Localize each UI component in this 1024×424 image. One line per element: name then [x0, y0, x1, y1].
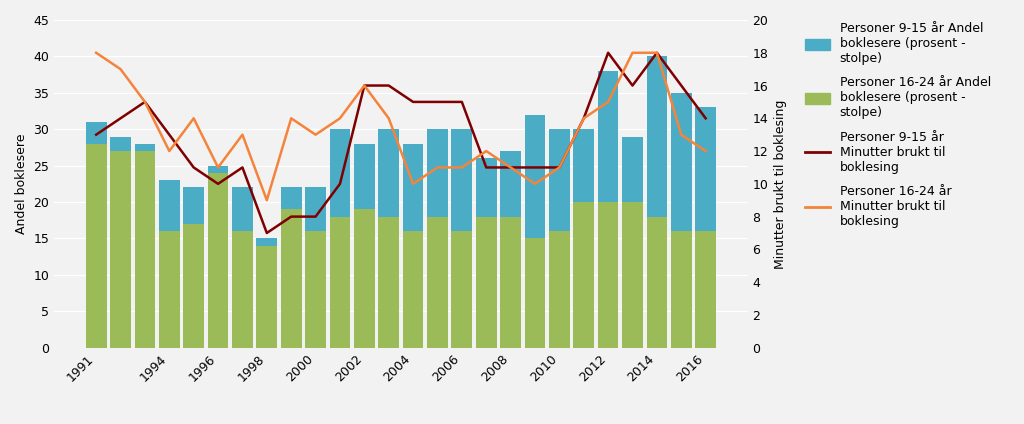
Bar [86, 122, 106, 348]
Bar [671, 93, 691, 348]
Bar [646, 217, 668, 348]
Bar [452, 231, 472, 348]
Bar [378, 217, 399, 348]
Bar [378, 129, 399, 348]
Bar [232, 187, 253, 348]
Bar [524, 238, 546, 348]
Legend: Personer 9-15 år Andel
boklesere (prosent -
stolpe), Personer 16-24 år Andel
bok: Personer 9-15 år Andel boklesere (prosen… [802, 20, 993, 231]
Bar [159, 231, 179, 348]
Bar [86, 144, 106, 348]
Bar [501, 151, 521, 348]
Bar [402, 144, 424, 348]
Bar [524, 114, 546, 348]
Bar [208, 166, 228, 348]
Y-axis label: Minutter brukt til boklesing: Minutter brukt til boklesing [774, 99, 786, 268]
Y-axis label: Andel boklesere: Andel boklesere [15, 134, 28, 234]
Bar [330, 217, 350, 348]
Bar [183, 224, 204, 348]
Bar [354, 144, 375, 348]
Bar [501, 217, 521, 348]
Bar [134, 144, 156, 348]
Bar [281, 209, 301, 348]
Bar [598, 202, 618, 348]
Bar [159, 180, 179, 348]
Bar [549, 231, 569, 348]
Bar [427, 217, 447, 348]
Bar [598, 71, 618, 348]
Bar [549, 129, 569, 348]
Bar [695, 107, 716, 348]
Bar [623, 137, 643, 348]
Bar [573, 129, 594, 348]
Bar [305, 231, 326, 348]
Bar [208, 173, 228, 348]
Bar [354, 209, 375, 348]
Bar [646, 56, 668, 348]
Bar [305, 187, 326, 348]
Bar [134, 151, 156, 348]
Bar [111, 137, 131, 348]
Bar [232, 231, 253, 348]
Bar [573, 202, 594, 348]
Bar [671, 231, 691, 348]
Bar [256, 238, 278, 348]
Bar [452, 129, 472, 348]
Bar [623, 202, 643, 348]
Bar [476, 217, 497, 348]
Bar [402, 231, 424, 348]
Bar [183, 187, 204, 348]
Bar [281, 187, 301, 348]
Bar [111, 151, 131, 348]
Bar [256, 246, 278, 348]
Bar [330, 129, 350, 348]
Bar [427, 129, 447, 348]
Bar [476, 158, 497, 348]
Bar [695, 231, 716, 348]
